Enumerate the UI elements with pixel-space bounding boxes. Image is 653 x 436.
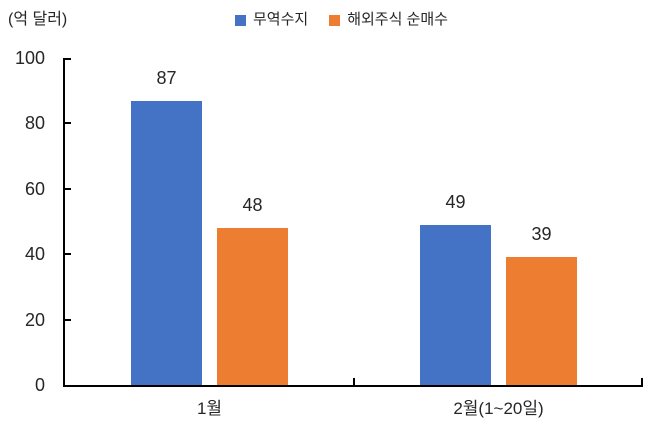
legend-label: 해외주식 순매수 (347, 11, 448, 28)
bar-value-label: 87 (156, 67, 177, 88)
y-axis-tick (65, 122, 71, 125)
y-axis-tick-label: 20 (24, 309, 45, 330)
plot-area: 87 48 49 39 (63, 58, 643, 387)
legend-label: 무역수지 (253, 11, 309, 28)
y-axis-tick-label: 0 (34, 375, 45, 395)
legend-item-trade-balance: 무역수지 (235, 11, 308, 29)
y-axis-tick (65, 318, 71, 321)
y-axis-tick (65, 58, 71, 60)
y-axis-tick-labels: 0 20 40 60 80 100 (0, 0, 45, 436)
bar-overseas-stock-2 (506, 257, 577, 385)
y-axis-tick (65, 253, 71, 256)
x-axis-category-label: 2월(1~20일) (453, 399, 544, 418)
legend: 무역수지 해외주식 순매수 (235, 11, 448, 29)
x-axis-tick (353, 378, 355, 385)
x-axis-category-label: 1월 (196, 399, 223, 418)
bar-overseas-stock-1 (217, 228, 288, 385)
legend-swatch-icon (235, 14, 246, 26)
x-axis-category-labels: 1월 2월(1~20일) (0, 398, 653, 422)
bar-trade-balance-2 (420, 224, 491, 385)
bar-trade-balance-1 (131, 100, 202, 385)
bar-value-label: 49 (445, 191, 466, 212)
y-axis-tick-label: 40 (24, 244, 45, 265)
bar-value-label: 39 (531, 224, 552, 245)
bar-value-label: 48 (242, 195, 263, 216)
y-axis-tick-label: 80 (24, 113, 45, 134)
y-axis-tick (65, 187, 71, 190)
y-axis-tick-label: 100 (14, 48, 45, 68)
x-axis-tick (641, 378, 643, 385)
y-axis-unit-label: (억 달러) (8, 11, 68, 28)
legend-item-overseas-stock-net-purchase: 해외주식 순매수 (329, 11, 448, 29)
legend-swatch-icon (329, 14, 341, 26)
y-axis-tick-label: 60 (24, 178, 45, 199)
